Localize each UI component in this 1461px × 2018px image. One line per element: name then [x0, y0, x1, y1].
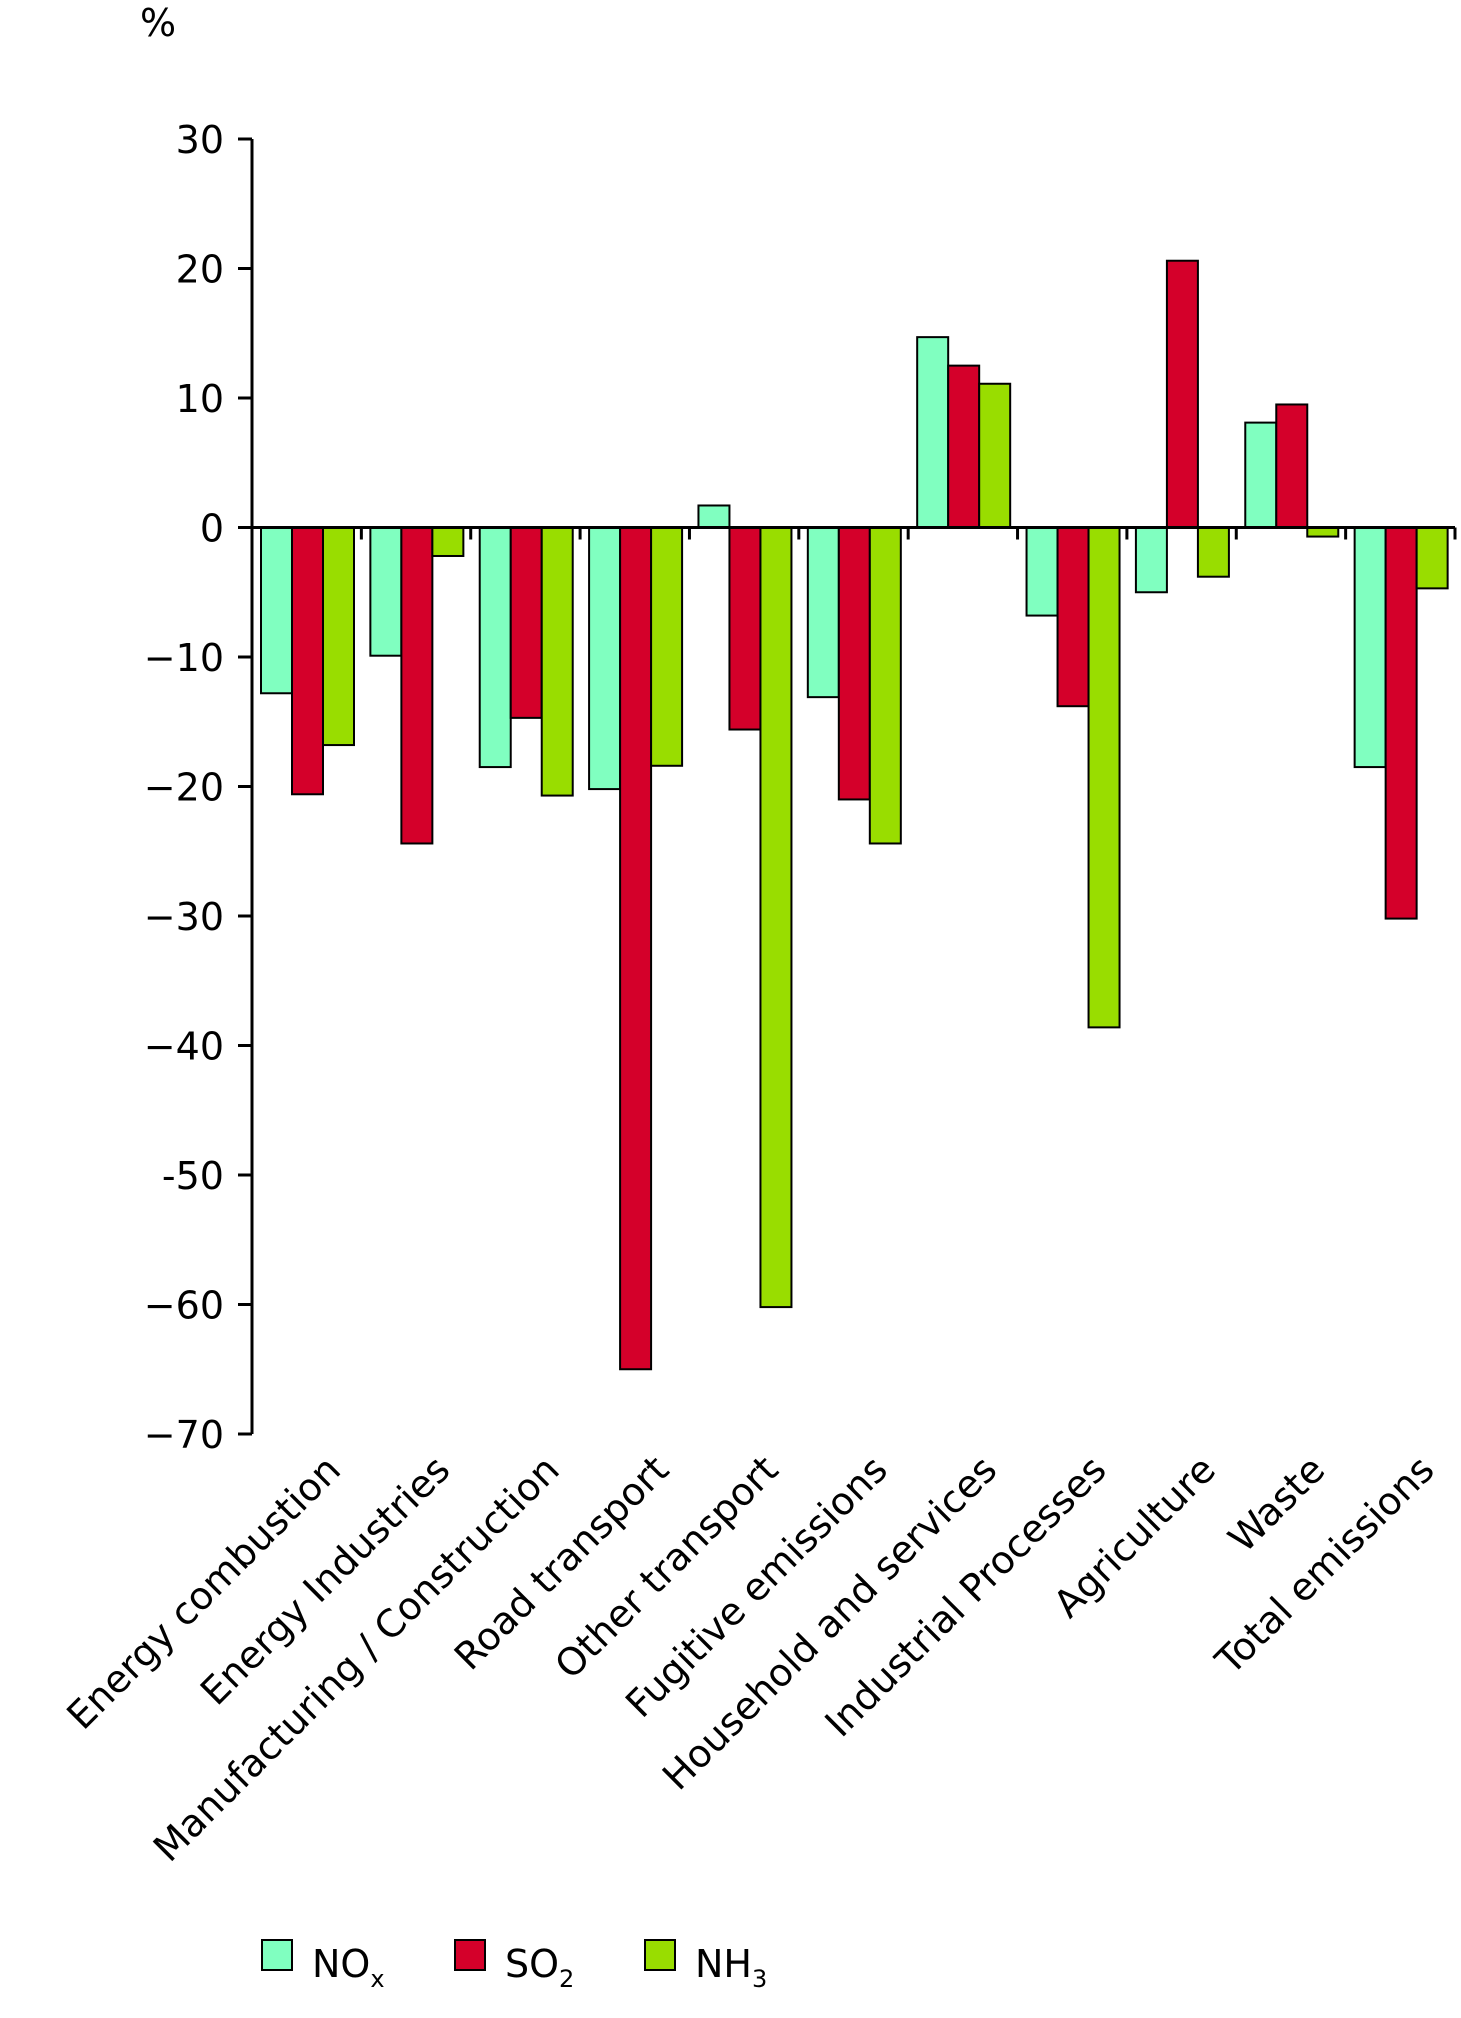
bar-nox-5: [806, 526, 840, 699]
bar-nox-8: [1134, 526, 1168, 594]
bar-nox-9: [1244, 421, 1278, 529]
x-category-label: Manufacturing / Construction: [145, 1447, 568, 1870]
legend: NOx SO2 NH3: [261, 1939, 767, 1993]
legend-label-main: NO: [312, 1942, 370, 1986]
bar-so2-9: [1275, 403, 1309, 529]
bar-nh3-3: [650, 526, 684, 767]
bar-so2-7: [1056, 526, 1090, 708]
bar-so2-6: [947, 364, 981, 529]
y-tick-label: 0: [200, 507, 224, 551]
bar-nox-3: [588, 526, 622, 791]
legend-swatch-so2: [454, 1939, 486, 1971]
bar-nox-1: [369, 526, 403, 657]
y-tick-label: −30: [144, 895, 224, 939]
bar-nox-4: [697, 504, 731, 529]
bar-so2-2: [509, 526, 543, 719]
y-tick-label: −40: [144, 1025, 224, 1069]
bar-nox-0: [260, 526, 293, 695]
bar-nh3-8: [1196, 526, 1230, 578]
bar-nh3-6: [978, 382, 1012, 529]
bar-so2-8: [1165, 259, 1199, 529]
legend-label-subscript: 2: [559, 1965, 574, 1993]
bar-so2-3: [619, 526, 653, 1371]
bar-nh3-1: [431, 526, 465, 557]
y-tick-label: -50: [162, 1154, 224, 1198]
bars: [260, 259, 1449, 1371]
legend-label-main: SO: [505, 1942, 559, 1986]
bar-nox-7: [1025, 526, 1059, 617]
legend-label-main: NH: [695, 1942, 752, 1986]
bar-so2-10: [1384, 526, 1418, 920]
legend-label-subscript: 3: [752, 1965, 767, 1993]
bar-nh3-2: [540, 526, 574, 797]
y-tick-label: 10: [176, 377, 224, 421]
y-tick-label: −20: [144, 766, 224, 810]
y-axis-ticks: 30 20 10 0 −10 −20 −30 −40 -50 −60 −70: [144, 118, 252, 1457]
bar-nh3-10: [1415, 526, 1449, 590]
y-tick-label: −70: [144, 1413, 224, 1457]
bar-nh3-7: [1087, 526, 1121, 1029]
legend-label-so2: SO2: [505, 1942, 574, 1993]
bar-nox-10: [1353, 526, 1387, 769]
bar-nox-6: [916, 336, 950, 529]
bar-so2-1: [400, 526, 434, 845]
legend-label-nox: NOx: [312, 1942, 385, 1993]
axes: [250, 139, 1457, 1434]
bar-so2-5: [837, 526, 871, 801]
y-axis-unit-label: %: [140, 1, 176, 45]
bar-nox-2: [478, 526, 512, 769]
bar-nh3-5: [868, 526, 902, 845]
legend-swatch-nox: [261, 1939, 293, 1971]
y-tick-label: −60: [144, 1284, 224, 1328]
bar-so2-4: [728, 526, 762, 731]
bar-nh3-0: [322, 526, 355, 747]
bar-so2-0: [291, 526, 324, 796]
legend-label-nh3: NH3: [695, 1942, 767, 1993]
y-tick-label: −10: [144, 636, 224, 680]
y-tick-label: 20: [176, 248, 224, 292]
bar-nh3-4: [759, 526, 793, 1309]
y-tick-label: 30: [176, 118, 224, 162]
legend-swatch-nh3: [644, 1939, 676, 1971]
legend-label-subscript: x: [370, 1965, 384, 1993]
